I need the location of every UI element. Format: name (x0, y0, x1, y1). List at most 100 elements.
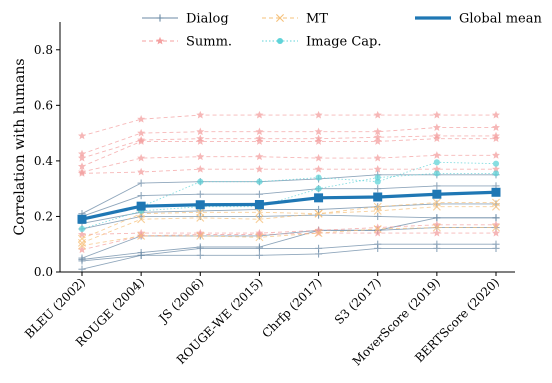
legend-label: Global mean (459, 12, 543, 27)
series-mt-18 (78, 223, 500, 250)
data-point (78, 257, 86, 265)
data-point (196, 190, 204, 198)
data-point (255, 127, 264, 136)
series-summ-9 (78, 123, 500, 158)
legend-swatch-marker (276, 14, 284, 22)
legend-label: MT (306, 12, 328, 27)
legend-swatch-marker (276, 37, 284, 45)
data-point (196, 127, 205, 136)
data-point (137, 137, 146, 145)
data-point (195, 200, 205, 210)
data-point (492, 170, 500, 177)
data-point (255, 215, 264, 224)
data-point (373, 224, 382, 233)
data-point (137, 192, 145, 200)
series-line (81, 227, 496, 247)
legend-swatch-marker-b (276, 14, 284, 22)
data-point (137, 115, 146, 123)
legend-item-global: Global mean (415, 12, 543, 27)
data-point (433, 159, 440, 166)
data-point (196, 213, 205, 222)
series-summ-8 (78, 110, 500, 140)
data-point (315, 185, 322, 192)
series-line (81, 232, 496, 251)
data-point (137, 215, 146, 224)
data-point (374, 185, 382, 193)
data-point-b (373, 224, 382, 233)
series-line (81, 135, 496, 159)
data-point (255, 152, 264, 161)
data-point (255, 190, 264, 198)
data-point (78, 241, 86, 250)
series-line (81, 168, 496, 174)
series-dialog-6 (78, 240, 500, 265)
data-point-b (314, 209, 323, 218)
series-line (81, 174, 496, 215)
data-point (255, 137, 264, 145)
data-point (373, 133, 382, 141)
data-point (492, 110, 500, 119)
data-point (373, 153, 382, 162)
series-line (81, 224, 496, 235)
legend-label: Summ. (186, 35, 232, 50)
data-point (492, 228, 500, 237)
data-point (432, 223, 441, 232)
data-point (492, 223, 500, 232)
legend-item-imagecap: Image Cap. (262, 35, 382, 50)
data-point-b (196, 231, 205, 240)
data-point-b (255, 208, 264, 217)
data-point (433, 170, 440, 177)
data-point (314, 153, 323, 162)
data-point (137, 128, 146, 137)
data-point-b (373, 202, 382, 211)
data-point (78, 153, 86, 162)
data-point (432, 134, 441, 143)
data-point (137, 153, 146, 162)
legend-swatch-marker (156, 36, 164, 45)
data-point (196, 231, 205, 240)
data-point-b (137, 215, 146, 224)
data-point (373, 110, 382, 119)
data-point (255, 208, 264, 217)
axes (59, 22, 515, 273)
data-point (492, 165, 500, 173)
data-point (373, 192, 383, 202)
data-point-b (432, 198, 441, 207)
data-point (137, 167, 146, 176)
x-ticks: BLEU (2002)ROUGE (2004) JS (2006)ROUGE-WE… (22, 272, 502, 368)
series-line (81, 247, 496, 270)
data-point (374, 244, 382, 252)
data-point (492, 123, 500, 131)
legend-label: Image Cap. (306, 35, 382, 50)
data-point (373, 228, 382, 237)
data-point-b (492, 223, 500, 232)
data-point-b (78, 241, 86, 250)
legend-item-mt: MT (262, 12, 328, 27)
y-axis-label: Correlation with humans (12, 58, 28, 235)
legend-label: Dialog (186, 12, 229, 27)
y-tick-label: 0.0 (34, 265, 53, 279)
data-point (137, 251, 145, 259)
data-point (78, 162, 86, 170)
data-point (255, 233, 264, 242)
data-point (314, 229, 323, 238)
y-tick-label: 0.4 (34, 154, 53, 168)
data-point (314, 209, 323, 218)
data-point (432, 165, 441, 173)
data-point-b (432, 223, 441, 232)
data-point (197, 178, 204, 185)
data-point (373, 202, 382, 211)
data-point (78, 169, 86, 177)
x-tick-label: BLEU (2002) (22, 275, 88, 341)
data-point (256, 178, 263, 185)
data-point (254, 200, 264, 209)
data-point (433, 214, 441, 222)
y-tick-label: 0.2 (34, 209, 53, 223)
data-point (374, 174, 381, 181)
data-point (492, 214, 500, 222)
data-point-b (492, 198, 500, 207)
series-mt-17 (78, 198, 500, 247)
data-point (78, 245, 86, 254)
data-point (78, 225, 86, 233)
data-point (432, 151, 441, 159)
